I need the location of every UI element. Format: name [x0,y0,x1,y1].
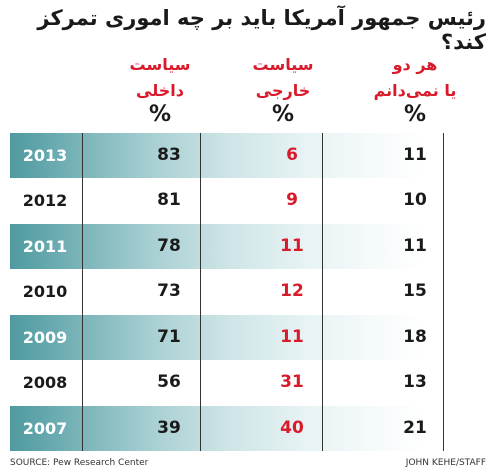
year-label: 2010 [22,282,68,302]
header-foreign: سیاست خارجی % [243,52,323,126]
value-both: 18 [403,326,427,347]
value-both: 21 [403,417,427,438]
value-both: 13 [403,372,427,393]
table-row: 2009 71 11 18 [10,314,490,361]
header-both: هر دو یا نمی‌دانم % [370,52,460,126]
year-label: 2007 [22,418,68,438]
header-both-unit: % [403,102,427,127]
value-foreign: 11 [280,326,304,347]
chart-title: رئیس جمهور آمریکا باید بر چه اموری تمرکز… [37,6,486,54]
value-domestic: 78 [157,235,181,256]
value-domestic: 73 [157,281,181,302]
year-label: 2011 [22,236,68,256]
header-both-line2: یا نمی‌دانم [373,81,457,100]
year-label: 2009 [22,327,68,347]
table-row: 2007 39 40 21 [10,405,490,451]
value-both: 10 [403,190,427,211]
value-domestic: 39 [157,417,181,438]
header-both-line1: هر دو [392,55,438,74]
year-label: 2012 [22,191,68,211]
value-domestic: 71 [157,326,181,347]
header-domestic: سیاست داخلی % [120,52,200,126]
header-foreign-unit: % [271,102,295,127]
table-row: 2013 83 6 11 [10,133,490,179]
value-both: 15 [403,281,427,302]
year-label: 2008 [22,373,68,393]
table-row: 2012 81 9 10 [10,178,490,223]
data-table: 2013 83 6 11 2012 81 9 10 2011 78 11 11 2010 73 12 15 20… [10,133,490,451]
value-foreign: 31 [280,372,304,393]
column-divider [200,133,201,451]
header-foreign-line1: سیاست [252,55,314,74]
table-row: 2010 73 12 15 [10,269,490,314]
value-domestic: 81 [157,190,181,211]
table-row: 2011 78 11 11 [10,223,490,270]
value-foreign: 11 [280,235,304,256]
value-foreign: 12 [280,281,304,302]
header-domestic-unit: % [148,102,172,127]
header-foreign-line2: خارجی [255,81,311,100]
header-domestic-line2: داخلی [136,81,184,100]
source-note: SOURCE: Pew Research Center [10,458,149,468]
value-domestic: 83 [157,145,181,165]
credit-note: JOHN KEHE/STAFF [405,458,486,468]
value-foreign: 40 [280,417,304,438]
year-label: 2013 [22,146,68,165]
column-divider [443,133,444,451]
column-divider [322,133,323,451]
column-divider [82,133,83,451]
value-both: 11 [403,145,427,165]
value-domestic: 56 [157,372,181,393]
value-both: 11 [403,235,427,256]
table-row: 2008 56 31 13 [10,360,490,405]
value-foreign: 6 [286,145,298,165]
header-domestic-line1: سیاست [129,55,191,74]
value-foreign: 9 [286,190,298,211]
